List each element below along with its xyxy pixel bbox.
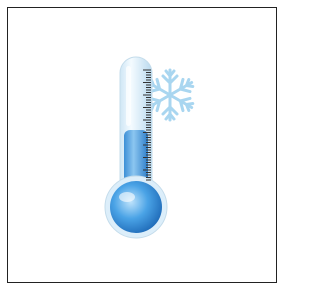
tube-highlight [126,66,131,126]
bulb-liquid [110,181,162,233]
bulb-highlight [119,192,135,202]
screenshot [0,0,284,289]
page: {} [0,0,284,289]
